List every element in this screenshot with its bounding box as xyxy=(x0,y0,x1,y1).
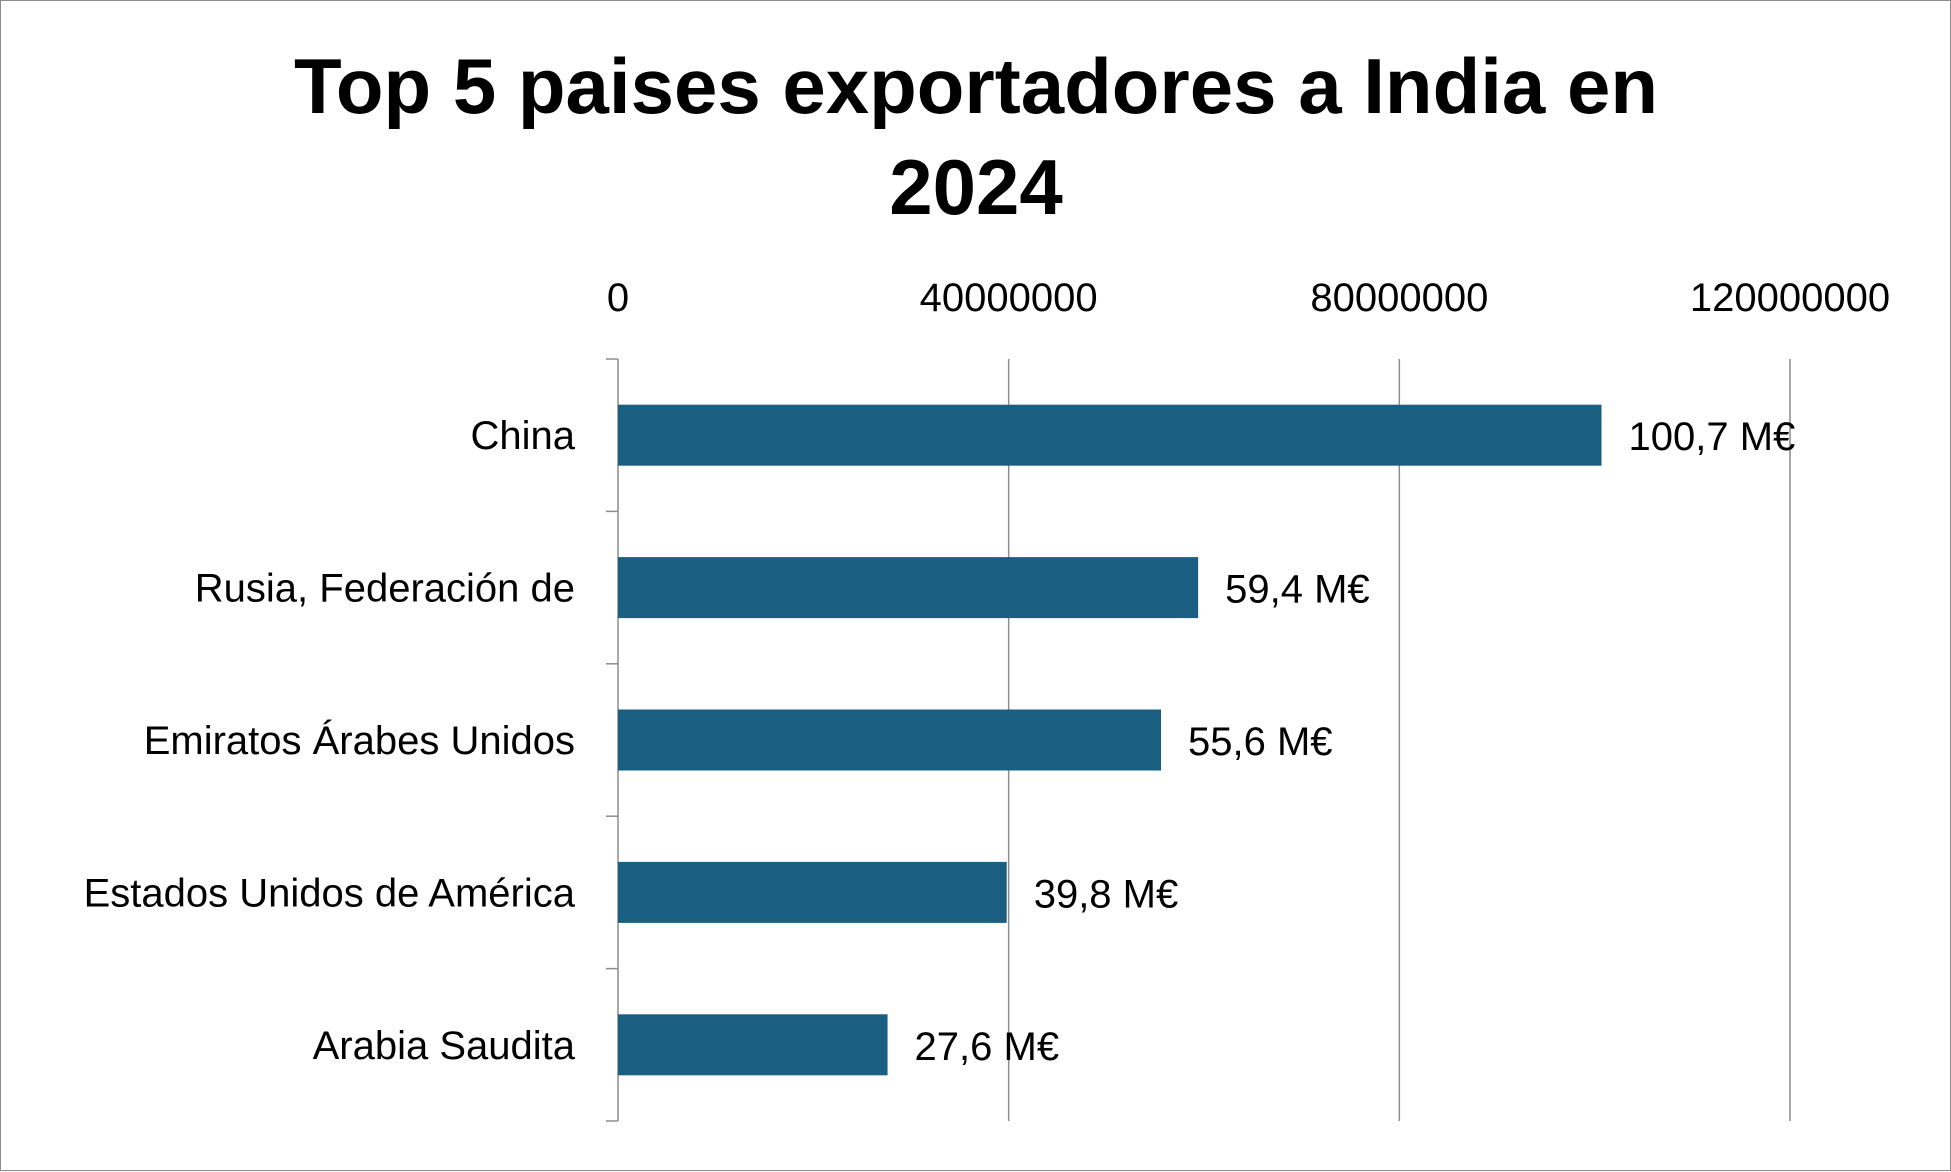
category-label: China xyxy=(470,414,575,458)
x-axis-ticks: 0 40000000 80000000 120000000 xyxy=(607,276,1890,320)
data-labels: 100,7 M€ 59,4 M€ 55,6 M€ 39,8 M€ 27,6 M€ xyxy=(915,415,1796,1069)
y-axis xyxy=(606,358,619,1122)
x-tick-label: 80000000 xyxy=(1310,276,1488,320)
bar-5 xyxy=(618,1014,888,1076)
data-label: 55,6 M€ xyxy=(1188,720,1333,764)
x-tick-label: 120000000 xyxy=(1690,276,1890,320)
x-tick-label: 0 xyxy=(607,276,629,320)
data-label: 27,6 M€ xyxy=(915,1025,1060,1069)
x-tick-label: 40000000 xyxy=(920,276,1098,320)
chart-title-line-2: 2024 xyxy=(889,143,1063,231)
category-labels: China Rusia, Federación de Emiratos Árabes… xyxy=(84,414,576,1068)
bar-3 xyxy=(618,709,1162,771)
bar-1 xyxy=(618,404,1602,466)
bars xyxy=(618,404,1602,1076)
category-label: Emiratos Árabes Unidos xyxy=(144,718,575,763)
chart-title: Top 5 paises exportadores a India en 202… xyxy=(294,42,1658,231)
data-label: 100,7 M€ xyxy=(1629,415,1796,459)
category-label: Arabia Saudita xyxy=(313,1024,576,1068)
bar-4 xyxy=(618,861,1007,923)
category-label: Estados Unidos de América xyxy=(84,871,576,915)
chart-title-line-1: Top 5 paises exportadores a India en xyxy=(294,42,1658,130)
category-label: Rusia, Federación de xyxy=(195,567,575,611)
data-label: 39,8 M€ xyxy=(1034,872,1179,916)
data-label: 59,4 M€ xyxy=(1225,568,1370,612)
bar-2 xyxy=(618,557,1199,619)
